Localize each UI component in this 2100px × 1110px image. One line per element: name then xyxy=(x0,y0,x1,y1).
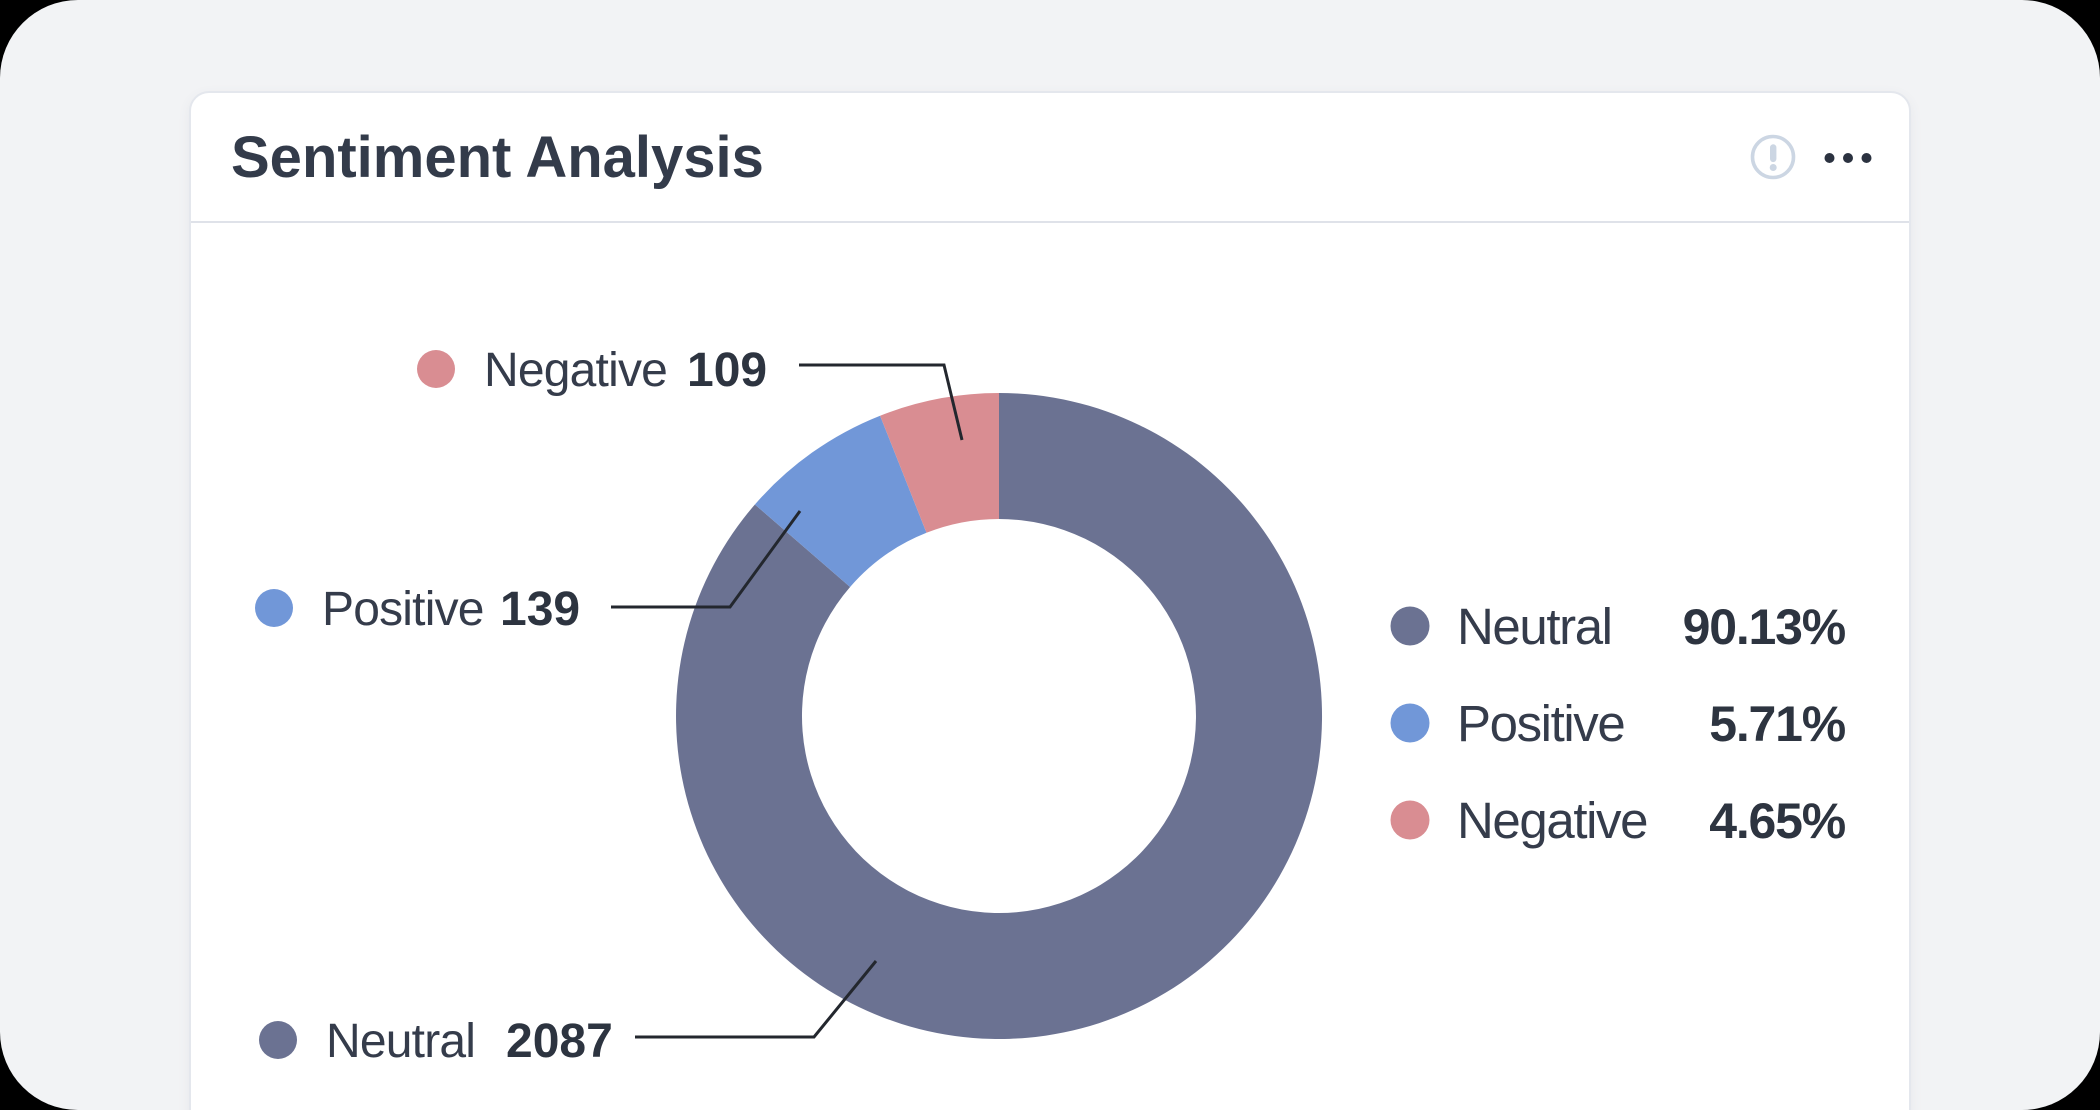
svg-text:Negative: Negative xyxy=(484,344,667,397)
svg-text:2087: 2087 xyxy=(506,1015,613,1068)
svg-text:Neutral: Neutral xyxy=(1457,598,1612,655)
svg-text:139: 139 xyxy=(500,583,580,636)
svg-text:90.13%: 90.13% xyxy=(1683,599,1846,655)
svg-text:Positive: Positive xyxy=(1457,695,1624,752)
svg-text:5.71%: 5.71% xyxy=(1709,696,1846,752)
svg-text:4.65%: 4.65% xyxy=(1709,793,1846,849)
svg-text:Neutral: Neutral xyxy=(326,1015,475,1068)
svg-text:109: 109 xyxy=(687,344,767,397)
svg-text:Positive: Positive xyxy=(322,583,484,636)
svg-text:Negative: Negative xyxy=(1457,792,1647,849)
